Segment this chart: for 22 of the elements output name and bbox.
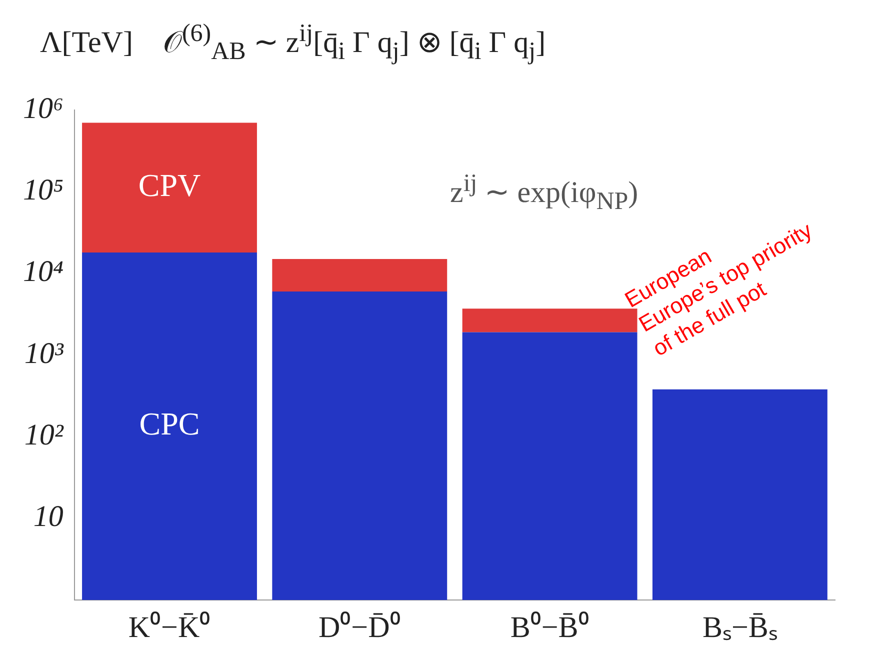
bar bbox=[82, 252, 257, 600]
y-tick-label: 10 bbox=[33, 500, 64, 534]
x-tick-label: K⁰−K̄⁰ bbox=[128, 610, 211, 644]
bar bbox=[462, 332, 638, 600]
series-label: CPC bbox=[139, 406, 200, 442]
y-tick-label: 10⁴ bbox=[22, 255, 64, 288]
y-tick-label: 10² bbox=[24, 418, 64, 452]
chart-title: 𝒪$^{(6)}$$_{AB}$ ∼ z$^{ij}$[q̄$_{i}$ Γ q$_{j}$] ⊗ [q̄$_{i}$ Γ q$_{j}$] bbox=[162, 20, 546, 65]
bar bbox=[82, 122, 257, 252]
series-label: CPV bbox=[138, 167, 201, 204]
x-tick-label: Bₛ−B̄ₛ bbox=[702, 610, 778, 644]
y-tick-label: 10⁵ bbox=[22, 174, 64, 207]
text: z$^{ij}$ ∼ exp(iφ$_{NP}$) bbox=[450, 170, 638, 216]
bar bbox=[272, 258, 448, 292]
y-tick-label: 10³ bbox=[24, 336, 64, 370]
x-tick-label: D⁰−D̄⁰ bbox=[318, 610, 401, 644]
bar bbox=[272, 291, 448, 600]
x-tick-label: B⁰−B̄⁰ bbox=[510, 610, 590, 644]
y-tick-label: 10⁶ bbox=[22, 92, 64, 125]
bar bbox=[652, 389, 828, 600]
bar bbox=[462, 308, 638, 332]
y-axis-title: Λ[TeV] bbox=[40, 26, 133, 59]
